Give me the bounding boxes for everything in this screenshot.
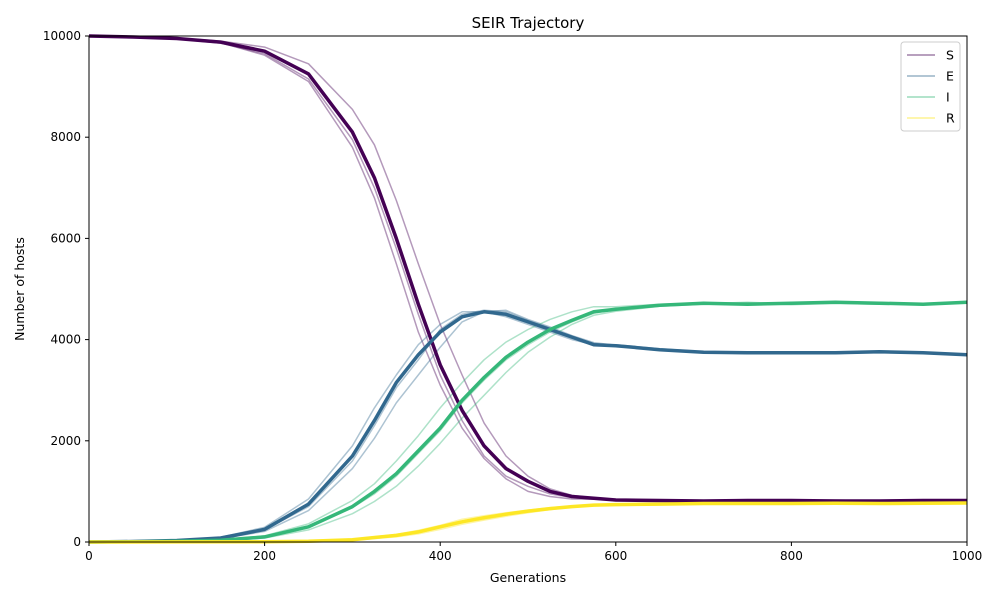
chart-title: SEIR Trajectory — [472, 14, 585, 32]
x-tick-label: 0 — [85, 549, 93, 563]
series-E-mean-line — [88, 310, 968, 544]
x-axis-label: Generations — [490, 570, 566, 585]
legend-box — [900, 41, 961, 132]
x-tick-label: 1000 — [952, 549, 983, 563]
legend-label-R: R — [946, 111, 955, 126]
legend-label-E: E — [946, 69, 954, 84]
y-tick-label: 6000 — [50, 231, 81, 245]
y-tick-label: 8000 — [50, 130, 81, 144]
x-tick-label: 800 — [780, 549, 803, 563]
legend-label-S: S — [946, 48, 954, 63]
series-R-mean-line — [88, 501, 968, 544]
axes-frame — [88, 35, 968, 543]
x-axis-ticks: 0 200 400 600 800 1000 — [85, 542, 982, 563]
x-tick-label: 400 — [429, 549, 452, 563]
series-S-mean-line — [88, 34, 967, 503]
y-tick-label: 0 — [73, 535, 81, 549]
y-tick-label: 10000 — [43, 29, 81, 43]
y-axis-label: Number of hosts — [12, 237, 27, 341]
y-tick-label: 2000 — [50, 434, 81, 448]
mean-lines — [88, 34, 968, 544]
legend: SEIR — [900, 41, 961, 132]
x-tick-label: 200 — [253, 549, 276, 563]
y-axis-ticks: 0 2000 4000 6000 8000 10000 — [43, 29, 89, 549]
legend-label-I: I — [946, 90, 950, 105]
y-tick-label: 4000 — [50, 333, 81, 347]
series-I-mean-line — [88, 300, 968, 544]
x-tick-label: 600 — [604, 549, 627, 563]
